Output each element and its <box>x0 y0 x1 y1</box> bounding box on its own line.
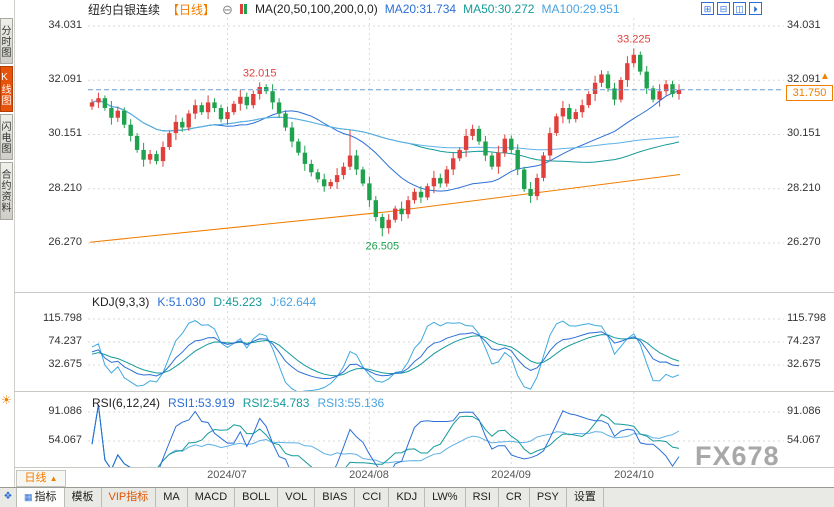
main-y-label: 26.270 <box>787 236 821 248</box>
layout-toolbar: ⊞ ⊟ ◫ ⏵ <box>701 2 762 15</box>
sidebar-item-time-chart[interactable]: 分时图 <box>0 18 13 64</box>
sidebar-item-kline-chart[interactable]: K线图 <box>0 66 13 112</box>
main-y-label: 32.091 <box>787 73 821 85</box>
price-annotations: 32.015 33.225 26.505 <box>243 34 651 253</box>
x-axis-label: 2024/07 <box>207 469 247 481</box>
tab-boll[interactable]: BOLL <box>235 488 279 507</box>
main-y-label: 32.091 <box>48 73 82 85</box>
kdj-chart[interactable] <box>88 296 784 392</box>
kdj-y-label: 74.237 <box>787 335 821 347</box>
indicator-grid-icon: ▦ <box>24 492 33 502</box>
kdj-j-value: J:62.644 <box>270 295 317 309</box>
window-grid-icon[interactable]: ❖ <box>0 488 17 507</box>
kdj-y-label: 32.675 <box>48 358 82 370</box>
rsi1-value: RSI1:53.919 <box>168 396 235 410</box>
kdj-y-label: 115.798 <box>43 312 82 324</box>
kdj-y-label: 115.798 <box>787 312 826 324</box>
ma-lines <box>89 90 681 243</box>
tab-bias[interactable]: BIAS <box>315 488 356 507</box>
rsi-header: RSI(6,12,24) RSI1:53.919 RSI2:54.783 RSI… <box>92 396 384 410</box>
tab-cr[interactable]: CR <box>499 488 530 507</box>
tab-vip-indicator[interactable]: VIP指标 <box>102 488 157 507</box>
tab-cci[interactable]: CCI <box>355 488 390 507</box>
ma100-value: MA100:29.951 <box>541 2 620 16</box>
tab-indicator[interactable]: ▦ 指标 <box>17 488 65 507</box>
tab-lw[interactable]: LW% <box>425 488 466 507</box>
rsi-y-label: 91.086 <box>787 405 821 417</box>
price-annotation: 33.225 <box>617 34 651 46</box>
sidebar-item-contract-info[interactable]: 合约资料 <box>0 162 13 220</box>
layout-split-horizontal-icon[interactable]: ⊟ <box>717 2 730 15</box>
tab-rsi[interactable]: RSI <box>466 488 499 507</box>
kdj-d-value: D:45.223 <box>213 295 263 309</box>
rsi2-value: RSI2:54.783 <box>242 396 310 410</box>
triangle-up-icon: ▲ <box>49 474 58 483</box>
tab-vol[interactable]: VOL <box>278 488 316 507</box>
main-y-label: 34.031 <box>787 19 821 31</box>
price-annotation: 26.505 <box>365 240 399 252</box>
layout-grid-icon[interactable]: ⊞ <box>701 2 714 15</box>
period-selector[interactable]: 日线 ▲ <box>16 470 66 487</box>
main-y-label: 28.210 <box>48 182 82 194</box>
tab-template[interactable]: 模板 <box>65 488 102 507</box>
rsi-chart[interactable] <box>88 392 784 467</box>
panel-divider <box>14 391 834 392</box>
tab-settings[interactable]: 设置 <box>567 488 604 507</box>
candle-icon <box>239 4 248 14</box>
gridlines <box>88 392 784 467</box>
kdj-y-label: 74.237 <box>48 335 82 347</box>
kdj-y-label: 32.675 <box>787 358 821 370</box>
main-y-label: 26.270 <box>48 236 82 248</box>
zoom-out-icon[interactable]: ⊖ <box>222 1 233 17</box>
kdj-header: KDJ(9,3,3) K:51.030 D:45.223 J:62.644 <box>92 295 316 309</box>
rsi-lines <box>91 404 680 467</box>
main-y-label: 30.151 <box>48 127 82 139</box>
chart-type-sidebar: 分时图 K线图 闪电图 合约资料 <box>0 18 14 220</box>
period-tag: 【日线】 <box>167 2 216 17</box>
candlestick-chart[interactable]: 32.015 33.225 26.505 <box>88 18 784 292</box>
gridlines <box>88 296 784 392</box>
rsi3-value: RSI3:55.136 <box>317 396 385 410</box>
chart-header: 纽约白银连续 【日线】 ⊖ MA(20,50,100,200,0,0) MA20… <box>88 1 620 17</box>
tab-ma[interactable]: MA <box>156 488 188 507</box>
main-y-label: 34.031 <box>48 19 82 31</box>
ma20-value: MA20:31.734 <box>384 2 457 16</box>
rsi-y-label: 54.067 <box>787 434 821 446</box>
panel-divider <box>14 292 834 293</box>
tab-label: 指标 <box>34 491 57 503</box>
layout-expand-icon[interactable]: ⏵ <box>749 2 762 15</box>
period-selector-label: 日线 <box>24 472 47 484</box>
x-axis-label: 2024/10 <box>614 469 654 481</box>
price-up-arrow-icon: ▲ <box>820 71 830 82</box>
x-axis-label: 2024/08 <box>349 469 389 481</box>
current-price-tag: 31.750 <box>786 85 833 101</box>
candlesticks <box>89 48 682 237</box>
price-annotation: 32.015 <box>243 67 277 79</box>
ma-settings-label: MA(20,50,100,200,0,0) <box>254 2 378 16</box>
rsi-params-label: RSI(6,12,24) <box>92 396 161 410</box>
kdj-k-value: K:51.030 <box>157 295 206 309</box>
x-axis-label: 2024/09 <box>491 469 531 481</box>
kdj-params-label: KDJ(9,3,3) <box>92 295 150 309</box>
sidebar-item-flash-chart[interactable]: 闪电图 <box>0 114 13 160</box>
kdj-lines <box>91 320 680 392</box>
ma50-value: MA50:30.272 <box>463 2 535 16</box>
rsi-y-label: 91.086 <box>48 405 82 417</box>
tab-kdj[interactable]: KDJ <box>389 488 426 507</box>
layout-split-vertical-icon[interactable]: ◫ <box>733 2 746 15</box>
main-y-label: 28.210 <box>787 182 821 194</box>
theme-sun-icon[interactable]: ☀ <box>1 393 12 407</box>
indicator-tabbar: ❖ ▦ 指标 模板 VIP指标 MA MACD BOLL VOL BIAS CCI… <box>0 487 834 507</box>
symbol-title: 纽约白银连续 <box>88 2 161 17</box>
tab-macd[interactable]: MACD <box>188 488 236 507</box>
gridlines <box>88 18 784 292</box>
tab-psy[interactable]: PSY <box>530 488 567 507</box>
panel-divider <box>14 467 834 468</box>
rsi-y-label: 54.067 <box>48 434 82 446</box>
main-y-label: 30.151 <box>787 127 821 139</box>
sidebar-divider <box>14 0 15 487</box>
